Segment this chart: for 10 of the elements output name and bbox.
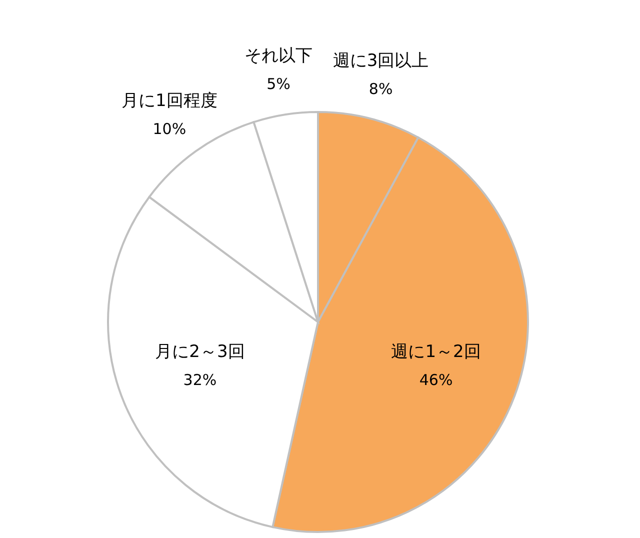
data-label: 46% — [419, 371, 453, 390]
slice-label: それ以下 — [244, 46, 312, 66]
data-label: 5% — [266, 75, 290, 94]
slice-label: 週に1～2回 — [391, 342, 481, 362]
data-label: 32% — [183, 371, 217, 390]
slice-label: 月に1回程度 — [121, 90, 218, 111]
slice-label: 月に2～3回 — [155, 342, 245, 362]
data-label: 8% — [368, 80, 393, 98]
data-label: 10% — [152, 120, 186, 138]
slice-label: 週に3回以上 — [332, 50, 429, 71]
